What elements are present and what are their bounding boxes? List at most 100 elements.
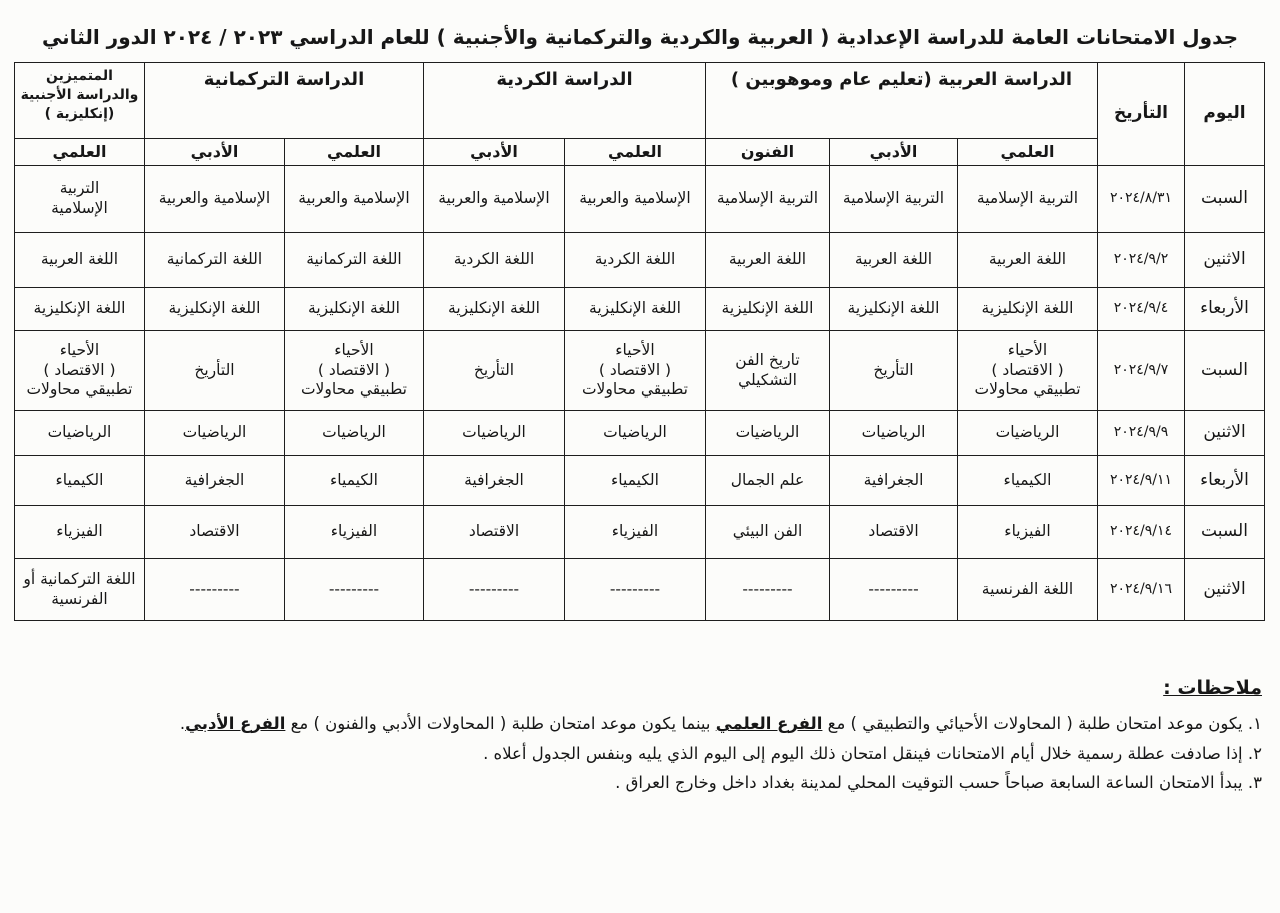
cell-arts: التربية الإسلامية — [704, 165, 831, 233]
cell-turkmen-scientific: الفيزياء — [283, 505, 424, 559]
cell-arabic-literary: اللغة العربية — [829, 232, 958, 288]
cell-gifted-scientific: الرياضيات — [13, 410, 145, 456]
table-row: الأربعاء ٢٠٢٤/٩/٤ اللغة الإنكليزية اللغة… — [13, 287, 1265, 331]
cell-kurdish-literary: الرياضيات — [422, 410, 565, 456]
header-row-groups: اليوم التأريخ الدراسة العربية (تعليم عام… — [13, 62, 1265, 166]
note-1-text: . — [179, 714, 186, 733]
cell-kurdish-literary: الإسلامية والعربية — [422, 165, 565, 233]
cell-arabic-literary: الجغرافية — [829, 455, 958, 506]
cell-turkmen-scientific: --------- — [283, 558, 424, 621]
header-gifted-foreign-study: المتميزين والدراسة الأجنبية (إنكليزية ) — [13, 62, 145, 139]
table-row: الاثنين ٢٠٢٤/٩/١٦ اللغة الفرنسية -------… — [13, 558, 1265, 621]
header-date: التأريخ — [1097, 62, 1185, 166]
cell-kurdish-literary: اللغة الإنكليزية — [422, 287, 565, 331]
cell-turkmen-scientific: الكيمياء — [283, 455, 424, 506]
cell-arabic-scientific: الأحياء ( الاقتصاد ) تطبيقي محاولات — [957, 330, 1098, 411]
cell-turkmen-scientific: الرياضيات — [283, 410, 424, 456]
table-row: الأربعاء ٢٠٢٤/٩/١١ الكيمياء الجغرافية عل… — [13, 455, 1265, 506]
cell-kurdish-literary: اللغة الكردية — [422, 232, 565, 288]
cell-arabic-literary: --------- — [829, 558, 958, 621]
cell-turkmen-literary: الاقتصاد — [143, 505, 285, 559]
cell-gifted-scientific: الكيمياء — [13, 455, 145, 506]
cell-turkmen-literary: التأريخ — [143, 330, 285, 411]
cell-kurdish-literary: الجغرافية — [422, 455, 565, 506]
cell-turkmen-literary: الإسلامية والعربية — [143, 165, 285, 233]
date-cell: ٢٠٢٤/٩/٢ — [1097, 232, 1185, 288]
cell-arts: تاريخ الفن التشكيلي — [704, 330, 831, 411]
cell-arabic-literary: التربية الإسلامية — [829, 165, 958, 233]
cell-turkmen-literary: الجغرافية — [143, 455, 285, 506]
exam-schedule-table: اليوم التأريخ الدراسة العربية (تعليم عام… — [13, 62, 1265, 621]
header-day: اليوم — [1184, 62, 1265, 166]
header-arabic-literary: الأدبي — [829, 138, 958, 166]
header-row-branches: العلمي الأدبي الفنون العلمي الأدبي العلم… — [13, 138, 1264, 166]
cell-kurdish-literary: الاقتصاد — [422, 505, 565, 559]
table-row: السبت ٢٠٢٤/٨/٣١ التربية الإسلامية التربي… — [13, 165, 1265, 233]
header-turkmen-study: الدراسة التركمانية — [143, 62, 424, 139]
cell-kurdish-literary: --------- — [422, 558, 565, 621]
header-turkmen-literary: الأدبي — [143, 138, 285, 166]
day-cell: الاثنين — [1184, 232, 1265, 288]
table-row: الاثنين ٢٠٢٤/٩/٩ الرياضيات الرياضيات الر… — [13, 410, 1265, 456]
cell-arabic-scientific: اللغة الفرنسية — [957, 558, 1098, 621]
header-gifted-scientific: العلمي — [13, 138, 145, 166]
date-cell: ٢٠٢٤/٩/٩ — [1097, 410, 1185, 456]
cell-arts: --------- — [704, 558, 831, 621]
cell-turkmen-literary: اللغة التركمانية — [143, 232, 285, 288]
cell-gifted-scientific: الأحياء ( الاقتصاد ) تطبيقي محاولات — [13, 330, 145, 411]
cell-turkmen-scientific: اللغة الإنكليزية — [283, 287, 424, 331]
header-arts: الفنون — [704, 138, 831, 166]
cell-turkmen-scientific: الأحياء ( الاقتصاد ) تطبيقي محاولات — [283, 330, 424, 411]
date-cell: ٢٠٢٤/٩/١١ — [1097, 455, 1185, 506]
date-cell: ٢٠٢٤/٩/٧ — [1097, 330, 1185, 411]
header-kurdish-scientific: العلمي — [563, 138, 706, 166]
cell-turkmen-literary: --------- — [143, 558, 285, 621]
cell-gifted-scientific: التربية الإسلامية — [13, 165, 145, 233]
cell-gifted-scientific: اللغة الإنكليزية — [13, 287, 145, 331]
note-1-text: بينما يكون موعد امتحان طلبة ( المحاولات … — [285, 714, 716, 733]
note-1: ١. يكون موعد امتحان طلبة ( المحاولات الأ… — [18, 709, 1262, 739]
cell-kurdish-scientific: --------- — [563, 558, 706, 621]
header-arabic-study: الدراسة العربية (تعليم عام وموهوبين ) — [704, 62, 1099, 139]
date-cell: ٢٠٢٤/٩/١٦ — [1097, 558, 1185, 621]
day-cell: السبت — [1184, 165, 1265, 233]
table-row: الاثنين ٢٠٢٤/٩/٢ اللغة العربية اللغة الع… — [13, 232, 1265, 288]
day-cell: الاثنين — [1184, 410, 1265, 456]
note-2: ٢. إذا صادفت عطلة رسمية خلال أيام الامتح… — [483, 743, 1262, 763]
cell-arts: اللغة الإنكليزية — [704, 287, 831, 331]
cell-kurdish-scientific: اللغة الإنكليزية — [563, 287, 706, 331]
note-1-text: ١. يكون موعد امتحان طلبة ( المحاولات الأ… — [822, 714, 1262, 733]
cell-turkmen-scientific: اللغة التركمانية — [283, 232, 424, 288]
cell-arts: الفن البيئي — [704, 505, 831, 559]
cell-turkmen-literary: الرياضيات — [143, 410, 285, 456]
cell-kurdish-literary: التأريخ — [422, 330, 565, 411]
note-1-scientific-branch-emphasis: الفرع العلمي — [715, 714, 823, 733]
notes-heading: ملاحظات : — [1163, 677, 1262, 699]
day-cell: الأربعاء — [1184, 455, 1265, 506]
cell-arts: الرياضيات — [704, 410, 831, 456]
cell-kurdish-scientific: الإسلامية والعربية — [563, 165, 706, 233]
cell-turkmen-scientific: الإسلامية والعربية — [283, 165, 424, 233]
cell-arts: اللغة العربية — [704, 232, 831, 288]
notes-section: ملاحظات : ١. يكون موعد امتحان طلبة ( الم… — [18, 677, 1262, 798]
page-title: جدول الامتحانات العامة للدراسة الإعدادية… — [41, 25, 1239, 49]
cell-kurdish-scientific: الفيزياء — [563, 505, 706, 559]
cell-arabic-scientific: اللغة الإنكليزية — [957, 287, 1098, 331]
cell-arabic-literary: الاقتصاد — [829, 505, 958, 559]
table-row: السبت ٢٠٢٤/٩/٧ الأحياء ( الاقتصاد ) تطبي… — [13, 330, 1265, 411]
cell-arabic-scientific: الفيزياء — [957, 505, 1098, 559]
date-cell: ٢٠٢٤/٨/٣١ — [1097, 165, 1185, 233]
cell-gifted-scientific: اللغة التركمانية أو الفرنسية — [13, 558, 145, 621]
cell-gifted-scientific: اللغة العربية — [13, 232, 145, 288]
cell-arabic-scientific: الرياضيات — [957, 410, 1098, 456]
cell-arabic-scientific: اللغة العربية — [957, 232, 1098, 288]
date-cell: ٢٠٢٤/٩/١٤ — [1097, 505, 1185, 559]
header-arabic-scientific: العلمي — [957, 138, 1098, 166]
cell-kurdish-scientific: الأحياء ( الاقتصاد ) تطبيقي محاولات — [563, 330, 706, 411]
cell-kurdish-scientific: الرياضيات — [563, 410, 706, 456]
cell-arabic-scientific: التربية الإسلامية — [957, 165, 1098, 233]
day-cell: السبت — [1184, 505, 1265, 559]
header-turkmen-scientific: العلمي — [283, 138, 424, 166]
cell-gifted-scientific: الفيزياء — [13, 505, 145, 559]
